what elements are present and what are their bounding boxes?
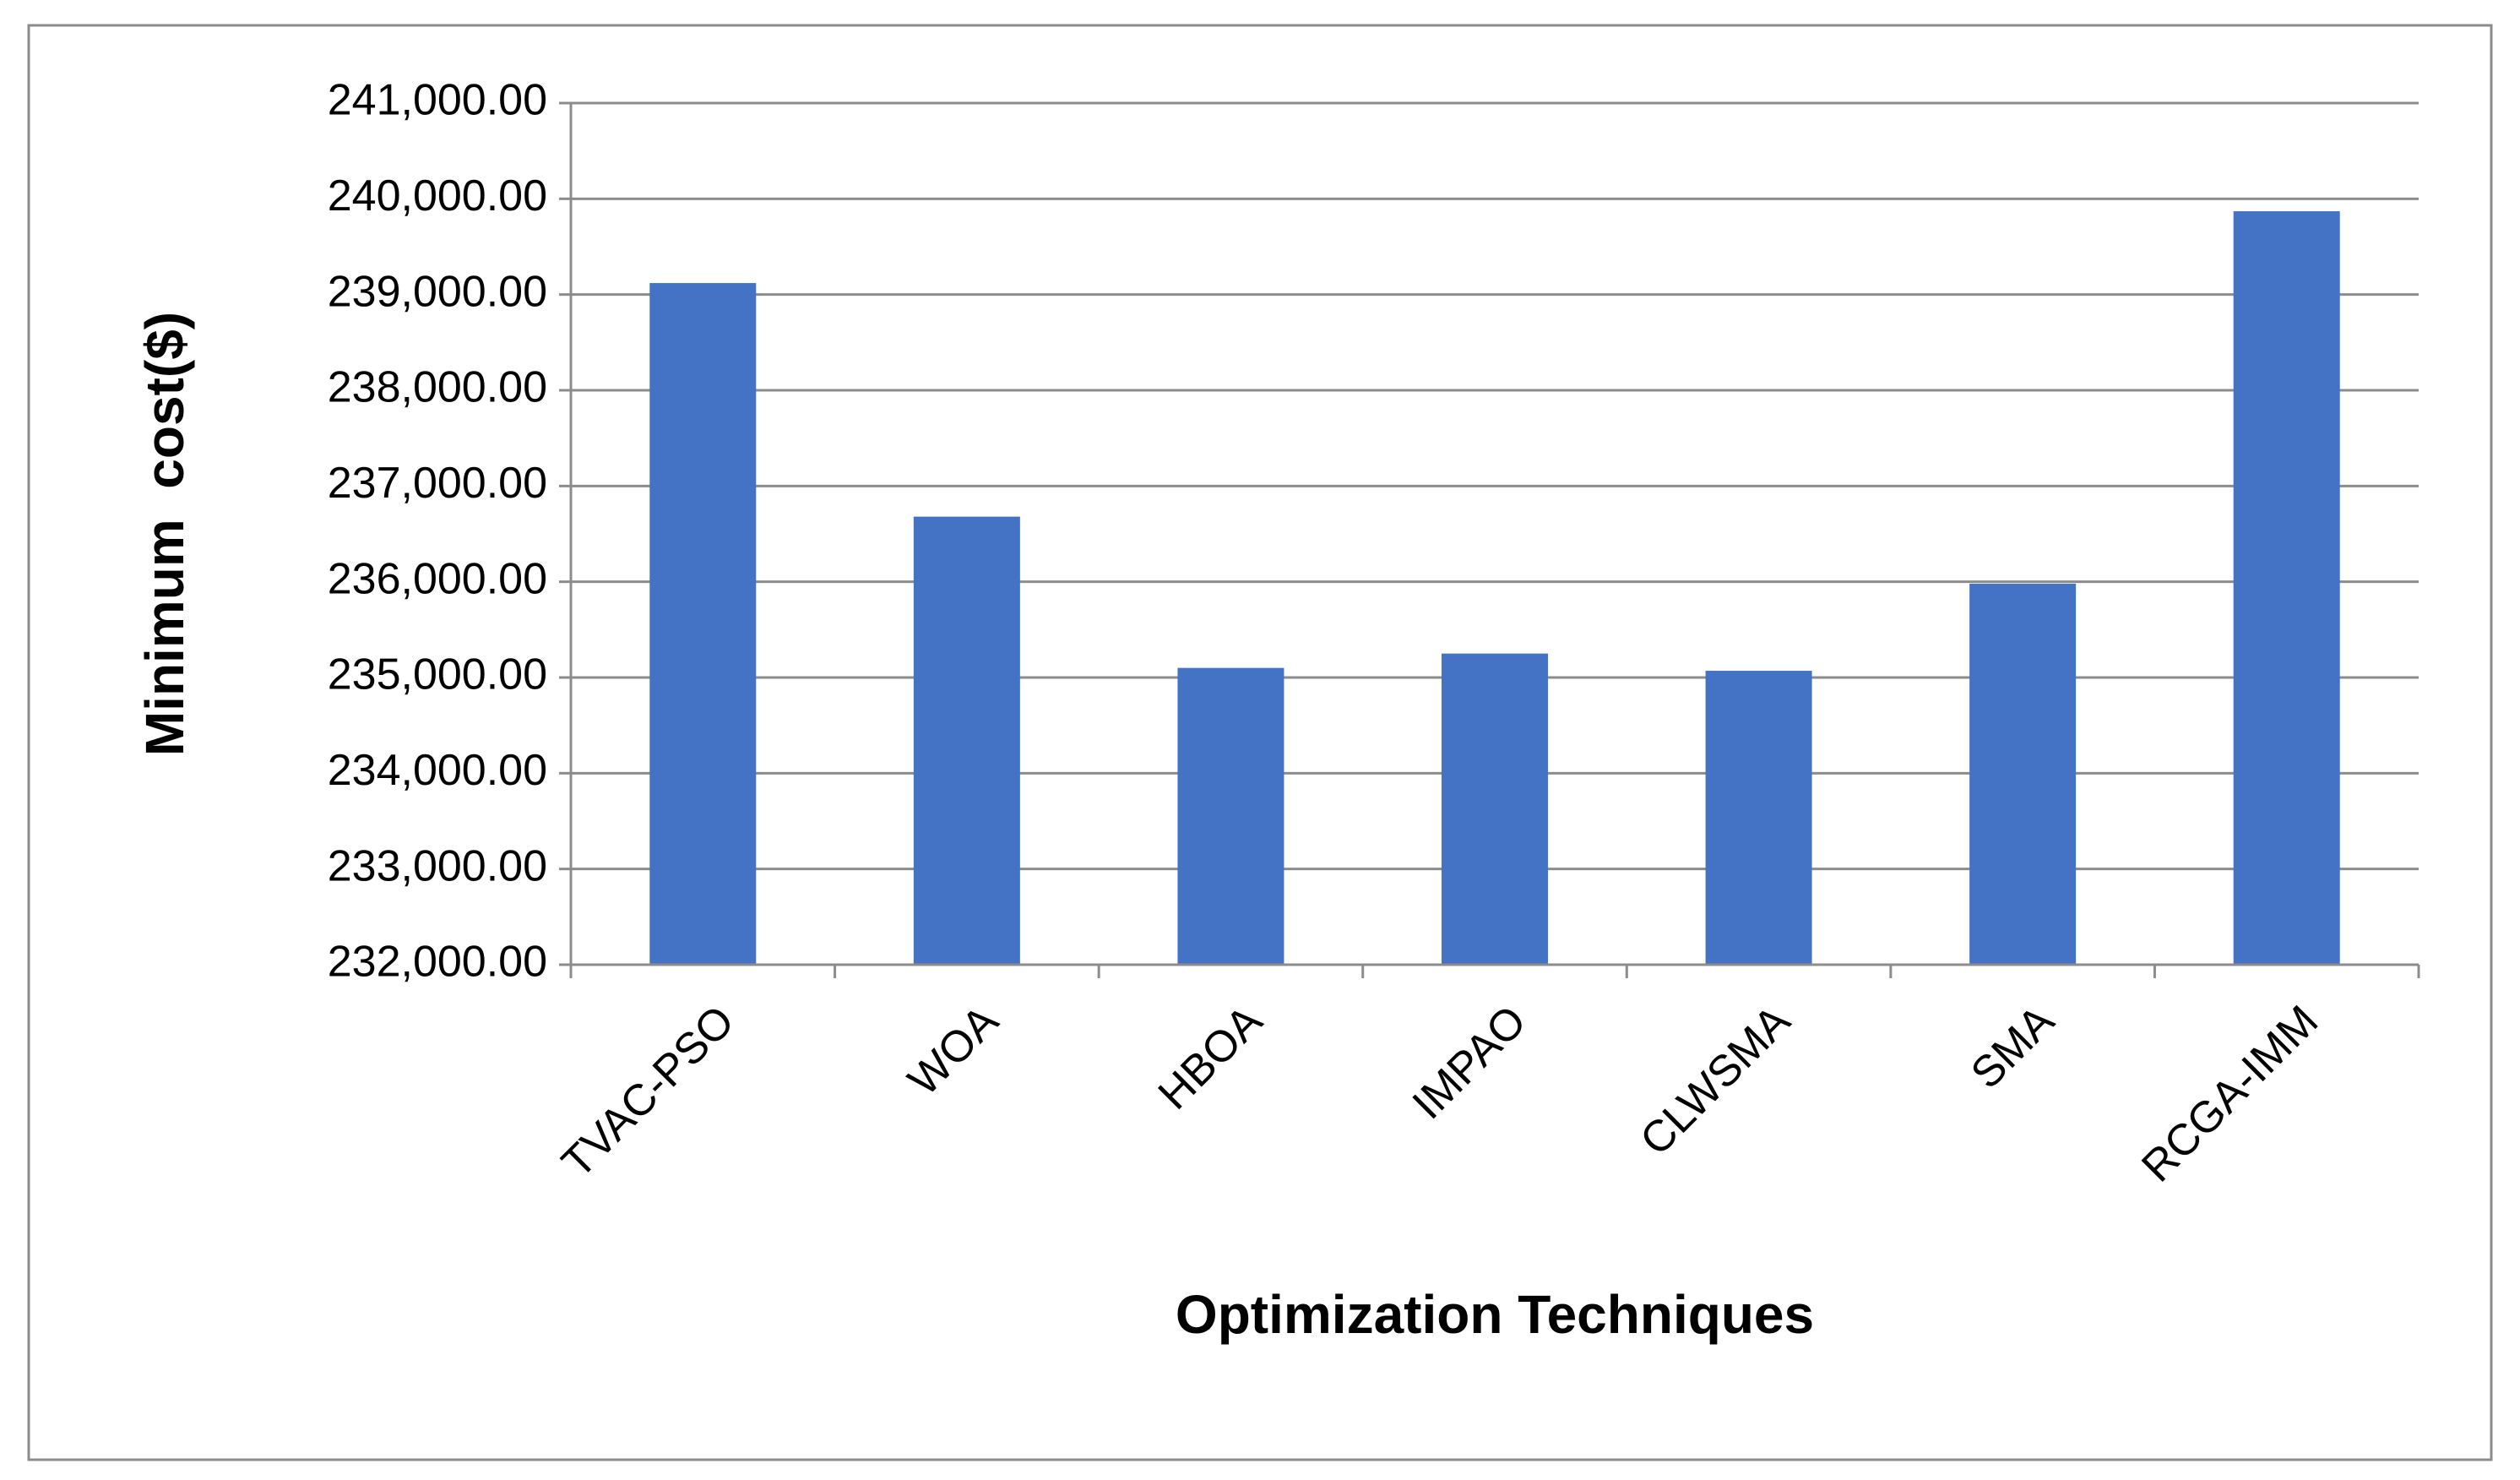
y-tick-label: 240,000.00 [328,171,547,220]
y-tick-label: 236,000.00 [328,554,547,603]
bars [649,211,2340,966]
y-tick-label: 235,000.00 [328,650,547,699]
x-axis-title: Optimization Techniques [1176,1284,1814,1345]
bar [1442,653,1548,965]
y-tick-label: 238,000.00 [328,363,547,412]
bar [1969,583,2077,965]
y-tick-label: 232,000.00 [328,938,547,987]
bar [649,283,757,966]
y-tick-label: 233,000.00 [328,841,547,890]
bar [1177,667,1284,965]
y-tick-label: 237,000.00 [328,459,547,508]
y-axis-title: Minimum cost($) [134,312,195,756]
y-tick-label: 234,000.00 [328,746,547,795]
bar [1705,671,1812,965]
bar [913,516,1020,965]
y-tick-label: 239,000.00 [328,267,547,316]
y-tick-label: 241,000.00 [328,76,547,125]
bar [2233,211,2340,966]
